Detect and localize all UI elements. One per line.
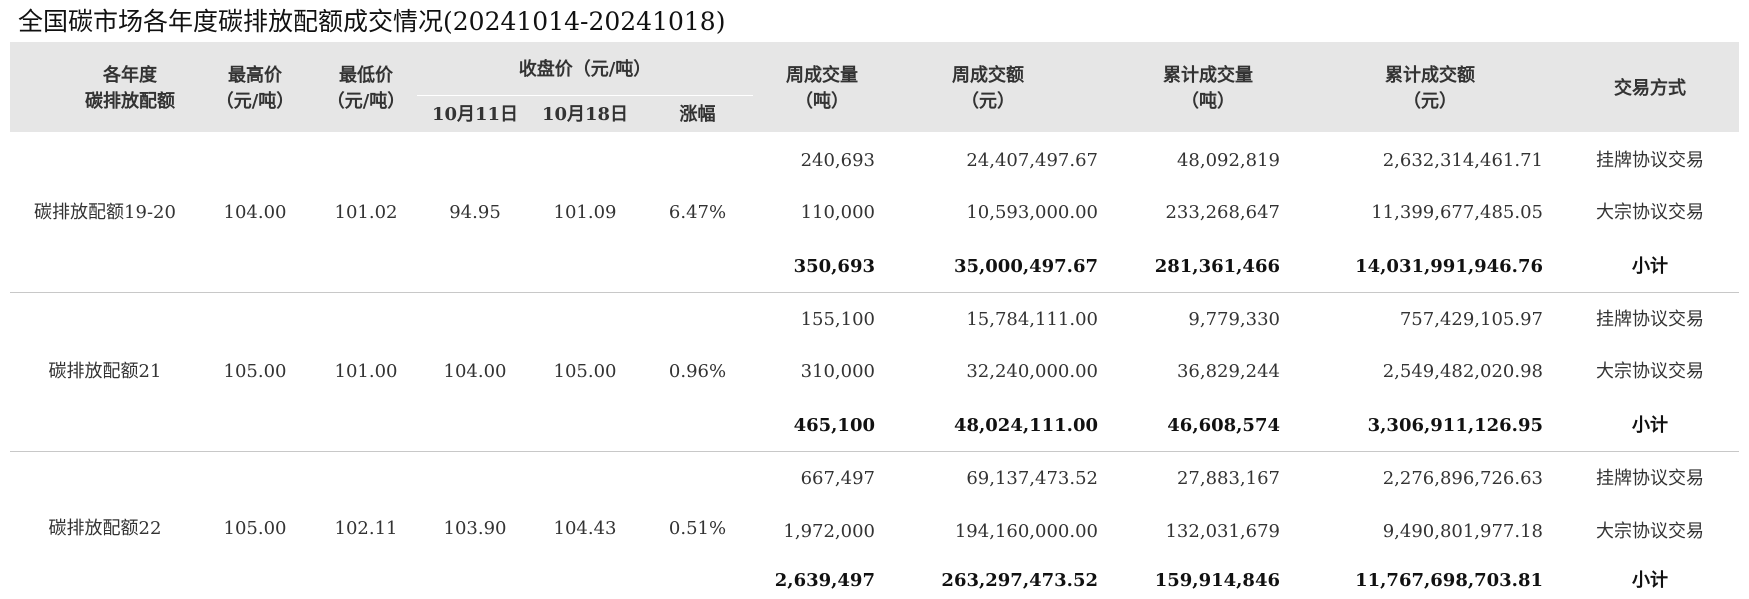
subtotal-label: 小计 <box>1632 256 1668 277</box>
change-pct: 0.51% <box>668 518 727 539</box>
cum-amount: 2,549,482,020.98 <box>1382 361 1543 382</box>
week-volume: 110,000 <box>800 202 875 223</box>
close-oct11: 104.00 <box>443 361 507 382</box>
trade-method: 大宗协议交易 <box>1596 521 1704 542</box>
header-week-amount: 周成交额 （元） <box>952 65 1024 112</box>
subtotal-cum-amount: 11,767,698,703.81 <box>1355 570 1543 591</box>
subtotal-cum-volume: 281,361,466 <box>1154 256 1280 277</box>
week-amount: 32,240,000.00 <box>966 361 1098 382</box>
trade-method: 挂牌协议交易 <box>1596 468 1704 489</box>
close-oct18: 105.00 <box>553 361 617 382</box>
subtotal-week-amount: 48,024,111.00 <box>953 415 1098 436</box>
week-amount: 69,137,473.52 <box>966 468 1098 489</box>
header-high: 最高价 （元/吨） <box>215 65 295 112</box>
high-price: 105.00 <box>223 518 287 539</box>
week-amount: 24,407,497.67 <box>966 150 1098 171</box>
subtotal-week-volume: 350,693 <box>793 256 875 277</box>
subtotal-cum-volume: 159,914,846 <box>1154 570 1280 591</box>
subtotal-week-amount: 263,297,473.52 <box>941 570 1098 591</box>
cum-volume: 36,829,244 <box>1176 361 1280 382</box>
subtotal-label: 小计 <box>1632 570 1668 591</box>
header-year: 各年度 碳排放配额 <box>85 65 175 112</box>
cum-volume: 48,092,819 <box>1176 150 1280 171</box>
header-close-oct11: 10月11日 <box>431 104 519 125</box>
subtotal-cum-amount: 14,031,991,946.76 <box>1355 256 1543 277</box>
trade-method: 挂牌协议交易 <box>1596 309 1704 330</box>
change-pct: 0.96% <box>668 361 727 382</box>
trade-method: 挂牌协议交易 <box>1596 150 1704 171</box>
week-volume: 155,100 <box>800 309 875 330</box>
close-oct11: 103.90 <box>443 518 507 539</box>
group-divider <box>10 451 1739 452</box>
cum-volume: 132,031,679 <box>1165 521 1280 542</box>
close-oct18: 104.43 <box>553 518 617 539</box>
change-pct: 6.47% <box>668 202 727 223</box>
header-change: 涨幅 <box>679 104 716 125</box>
week-volume: 1,972,000 <box>783 521 875 542</box>
cum-amount: 9,490,801,977.18 <box>1382 521 1543 542</box>
header-low: 最低价 （元/吨） <box>326 65 406 112</box>
subtotal-cum-volume: 46,608,574 <box>1167 415 1280 436</box>
week-volume: 310,000 <box>800 361 875 382</box>
cum-amount: 11,399,677,485.05 <box>1371 202 1543 223</box>
group-divider <box>10 292 1739 293</box>
subtotal-week-amount: 35,000,497.67 <box>953 256 1098 277</box>
subtotal-cum-amount: 3,306,911,126.95 <box>1367 415 1543 436</box>
cum-amount: 2,632,314,461.71 <box>1382 150 1543 171</box>
high-price: 105.00 <box>223 361 287 382</box>
low-price: 101.00 <box>334 361 398 382</box>
week-amount: 194,160,000.00 <box>954 521 1098 542</box>
high-price: 104.00 <box>223 202 287 223</box>
header-cum-volume: 累计成交量 （吨） <box>1163 65 1253 112</box>
table-header <box>10 42 1739 132</box>
cum-volume: 27,883,167 <box>1176 468 1280 489</box>
subtotal-label: 小计 <box>1632 415 1668 436</box>
week-volume: 667,497 <box>800 468 875 489</box>
header-week-volume: 周成交量 （吨） <box>786 65 858 112</box>
header-close-group: 收盘价（元/吨） <box>518 59 652 80</box>
cum-amount: 2,276,896,726.63 <box>1382 468 1543 489</box>
trade-method: 大宗协议交易 <box>1596 202 1704 223</box>
week-amount: 15,784,111.00 <box>966 309 1098 330</box>
close-oct11: 94.95 <box>449 202 501 223</box>
header-sub-divider <box>417 95 753 96</box>
close-oct18: 101.09 <box>553 202 617 223</box>
header-cum-amount: 累计成交额 （元） <box>1385 65 1475 112</box>
week-amount: 10,593,000.00 <box>966 202 1098 223</box>
header-method: 交易方式 <box>1614 78 1686 99</box>
week-volume: 240,693 <box>800 150 875 171</box>
low-price: 102.11 <box>334 518 398 539</box>
cum-amount: 757,429,105.97 <box>1399 309 1543 330</box>
header-close-oct18: 10月18日 <box>541 104 629 125</box>
subtotal-week-volume: 465,100 <box>793 415 875 436</box>
group-name: 碳排放配额21 <box>48 361 162 382</box>
trade-method: 大宗协议交易 <box>1596 361 1704 382</box>
cum-volume: 233,268,647 <box>1165 202 1280 223</box>
subtotal-week-volume: 2,639,497 <box>774 570 875 591</box>
page-title: 全国碳市场各年度碳排放配额成交情况(20241014-20241018) <box>18 7 726 36</box>
group-name: 碳排放配额22 <box>48 518 162 539</box>
cum-volume: 9,779,330 <box>1188 309 1280 330</box>
low-price: 101.02 <box>334 202 398 223</box>
group-name: 碳排放配额19-20 <box>34 202 176 223</box>
